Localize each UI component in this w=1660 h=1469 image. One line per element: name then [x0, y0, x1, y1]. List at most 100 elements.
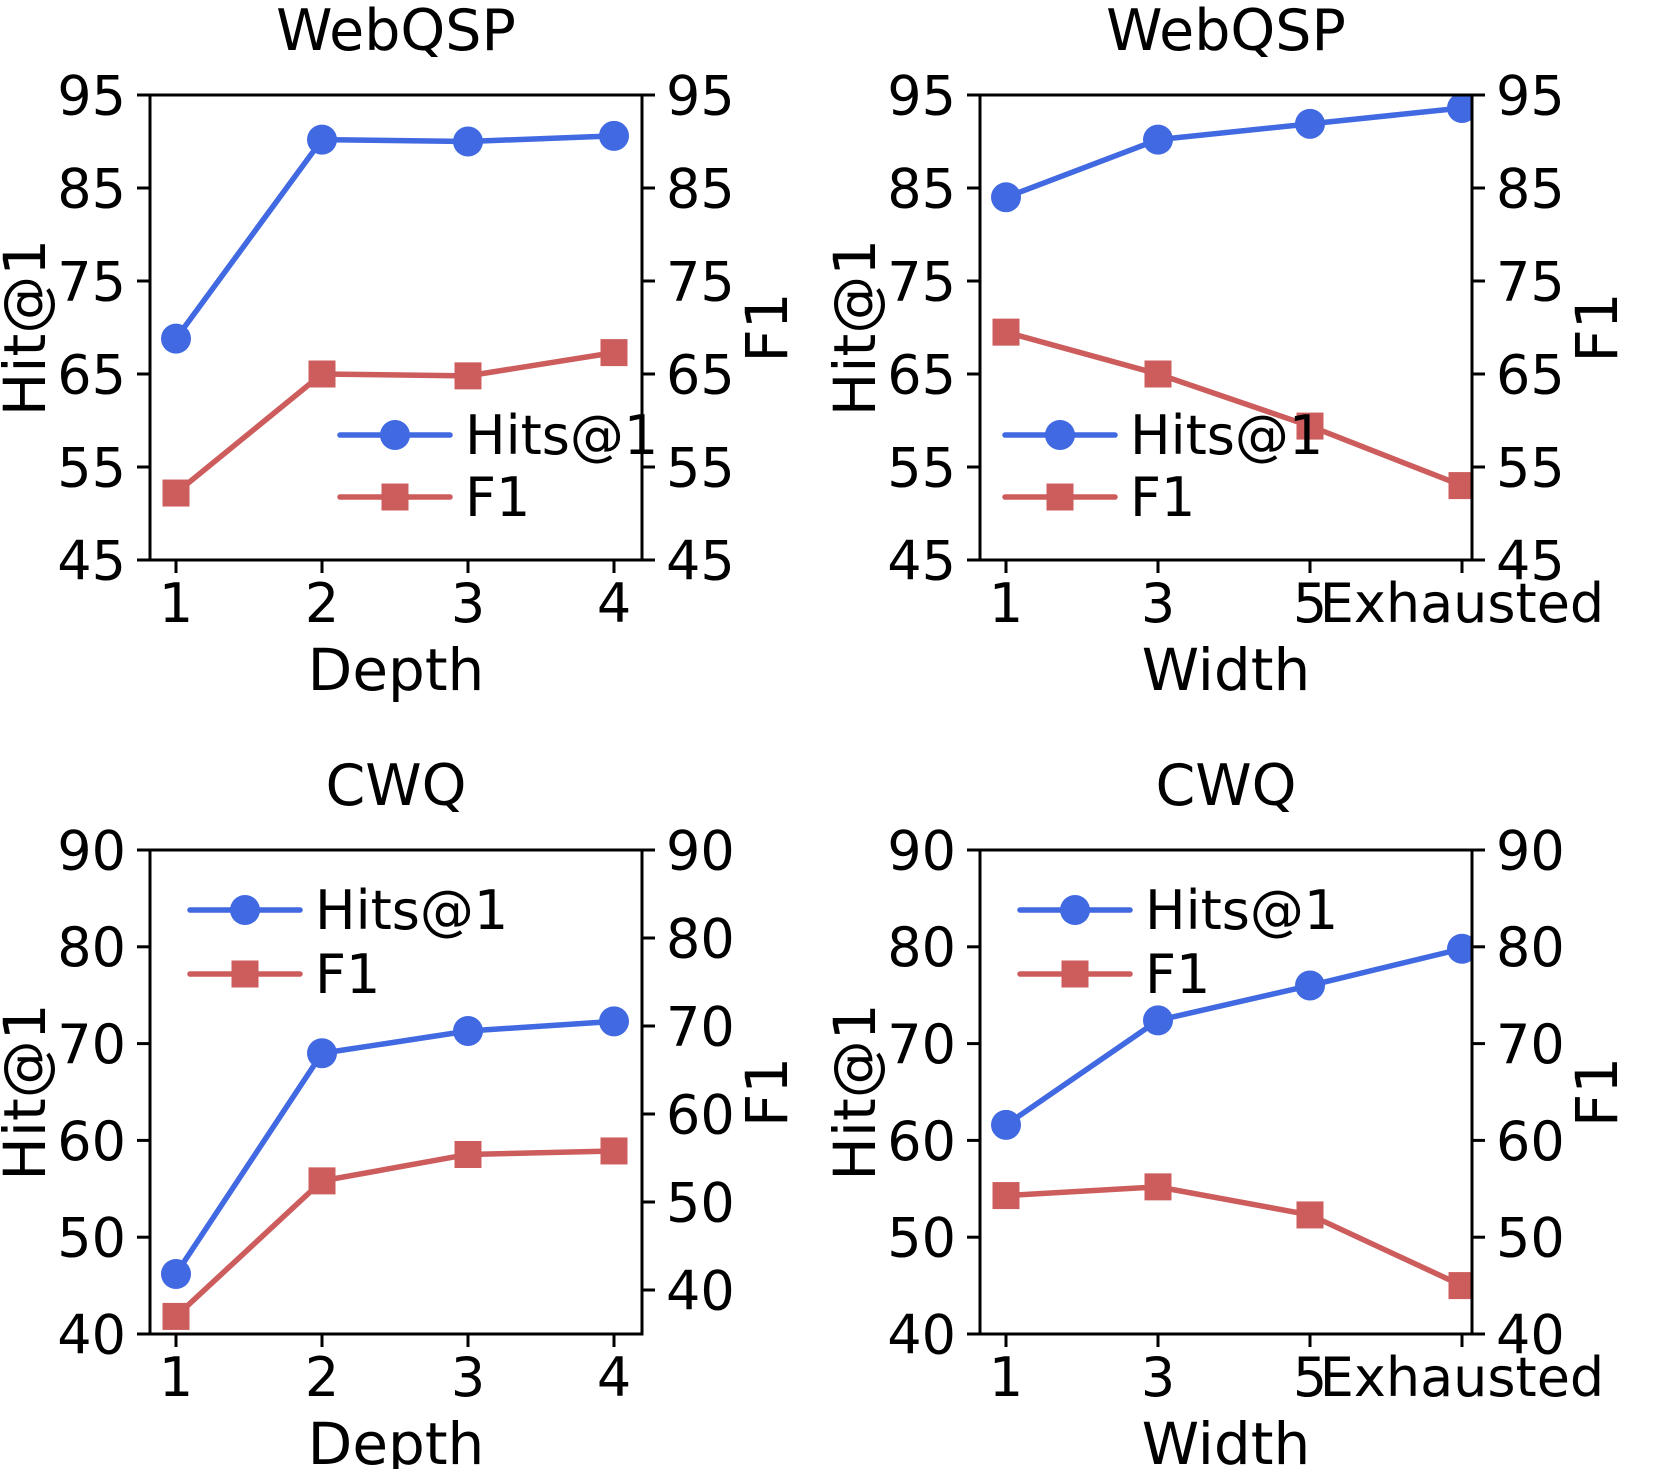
chart-cell-cwq-depth: CWQ 40 50 60 70 80 90 40 50 60 70 80 90 1 2 3 4 Hit@1 F1 De…: [0, 734, 830, 1469]
xlabel: Width: [1142, 636, 1311, 704]
y-tick-label-left: 95: [887, 64, 956, 127]
y-tick-label-left: 65: [57, 343, 126, 406]
legend-label: F1: [1130, 466, 1195, 529]
y-tick-label-right: 45: [1496, 529, 1565, 592]
x-tick-label: 2: [305, 572, 339, 635]
x-tick-label: Exhausted: [1320, 572, 1604, 635]
chart-title: CWQ: [1155, 753, 1296, 819]
x-tick-label: 1: [159, 572, 193, 635]
legend-square-marker: [231, 960, 259, 988]
chart-cwq-depth: CWQ 40 50 60 70 80 90 40 50 60 70 80 90 1 2 3 4 Hit@1 F1 De…: [0, 753, 801, 1469]
x-tick-label: 1: [989, 572, 1023, 635]
y-tick-label-right: 90: [1496, 819, 1565, 882]
plot-frame: [148, 848, 644, 1336]
ylabel-right: F1: [733, 1057, 801, 1127]
ylabel-right: F1: [1563, 1057, 1631, 1127]
y-tick-label-right: 40: [1496, 1303, 1565, 1366]
xlabel: Depth: [308, 636, 485, 704]
circle-marker: [453, 1016, 483, 1047]
square-marker: [992, 1182, 1020, 1210]
series-line-hits-1: [1003, 105, 1465, 201]
y-tick-label-left: 75: [57, 250, 126, 313]
series-line-f1: [1003, 329, 1465, 489]
ylabel-right: F1: [733, 292, 801, 362]
x-tick-label: 3: [1141, 572, 1175, 635]
xlabel: Width: [1142, 1410, 1311, 1469]
y-tick-label-left: 90: [887, 819, 956, 882]
square-marker: [1296, 412, 1324, 440]
x-tick-label: 4: [597, 1346, 631, 1409]
plot-frame: [978, 93, 1474, 562]
y-tick-label-left: 85: [57, 157, 126, 220]
y-tick-label-right: 80: [666, 907, 735, 970]
legend-label: Hits@1: [465, 404, 658, 467]
legend-label: Hits@1: [1130, 404, 1323, 467]
y-tick-label-right: 65: [1496, 343, 1565, 406]
y-tick-label-right: 85: [666, 157, 735, 220]
y-tick-label-right: 60: [666, 1083, 735, 1146]
ylabel-left: Hit@1: [0, 1003, 59, 1180]
chart-title: WebQSP: [276, 0, 516, 64]
y-tick-label-right: 50: [1496, 1207, 1565, 1270]
y-tick-label-left: 70: [57, 1013, 126, 1076]
y-tick-label-right: 95: [1496, 64, 1565, 127]
legend-circle-marker: [380, 420, 410, 450]
chart-webqsp-width: WebQSP 45 55 65 75 85 95 45 55 65 75 85 95 1 3 5Exhaust…: [821, 0, 1631, 704]
series-line-hits-1: [173, 1018, 617, 1277]
y-tick-label-left: 80: [57, 916, 126, 979]
y-tick-label-right: 60: [1496, 1110, 1565, 1173]
y-tick-label-right: 75: [666, 250, 735, 313]
legend-circle-marker: [1045, 420, 1075, 450]
y-tick-label-left: 40: [887, 1303, 956, 1366]
circle-marker: [599, 1006, 629, 1037]
chart-cell-cwq-width: CWQ 40 50 60 70 80 90 40 50 60 70 80 90 1 3 5 Exhausted H…: [821, 734, 1660, 1469]
circle-marker: [1295, 970, 1325, 1001]
legend-circle-marker: [1060, 895, 1090, 925]
y-tick-label-left: 75: [887, 250, 956, 313]
plot-frame: [148, 93, 644, 562]
square-marker: [1144, 360, 1172, 388]
legend-square-marker: [381, 483, 409, 511]
y-tick-label-left: 45: [887, 529, 956, 592]
y-tick-label-left: 95: [57, 64, 126, 127]
square-marker: [992, 318, 1020, 346]
series-line-hits-1: [173, 133, 617, 342]
chart-webqsp-depth: WebQSP 45 55 65 75 85 95 45 55 65 75 85 95 1 2 3 4 Hit@1 F…: [0, 0, 801, 704]
ylabel-left: Hit@1: [821, 239, 889, 416]
x-tick-label: 2: [305, 1346, 339, 1409]
ylabel-left: Hit@1: [0, 239, 59, 416]
chart-cell-webqsp-depth: WebQSP 45 55 65 75 85 95 45 55 65 75 85 95 1 2 3 4 Hit@1 F…: [0, 0, 830, 734]
y-tick-label-right: 80: [1496, 916, 1565, 979]
x-tick-label: 1: [989, 1346, 1023, 1409]
y-tick-label-left: 60: [57, 1110, 126, 1173]
y-tick-label-left: 50: [57, 1207, 126, 1270]
square-marker: [308, 360, 336, 388]
circle-marker: [1143, 1005, 1173, 1036]
y-tick-label-right: 90: [666, 819, 735, 882]
ylabel-right: F1: [1563, 292, 1631, 362]
x-tick-label: 3: [1141, 1346, 1175, 1409]
square-marker: [600, 1137, 628, 1165]
x-tick-label: 5: [1293, 572, 1327, 635]
legend-label: F1: [1145, 943, 1210, 1006]
x-tick-label: 3: [451, 1346, 485, 1409]
y-tick-label-right: 65: [666, 343, 735, 406]
y-tick-label-left: 55: [57, 436, 126, 499]
y-tick-label-left: 80: [887, 916, 956, 979]
square-marker: [1296, 1201, 1324, 1229]
circle-marker: [453, 126, 483, 157]
ylabel-left: Hit@1: [821, 1003, 889, 1180]
square-marker: [1144, 1173, 1172, 1201]
chart-title: CWQ: [325, 753, 466, 819]
x-tick-label: 1: [159, 1346, 193, 1409]
legend-label: F1: [465, 466, 530, 529]
square-marker: [454, 362, 482, 390]
y-tick-label-left: 45: [57, 529, 126, 592]
y-tick-label-right: 55: [1496, 436, 1565, 499]
y-tick-label-left: 50: [887, 1207, 956, 1270]
circle-marker: [307, 124, 337, 155]
y-tick-label-left: 55: [887, 436, 956, 499]
circle-marker: [307, 1038, 337, 1069]
